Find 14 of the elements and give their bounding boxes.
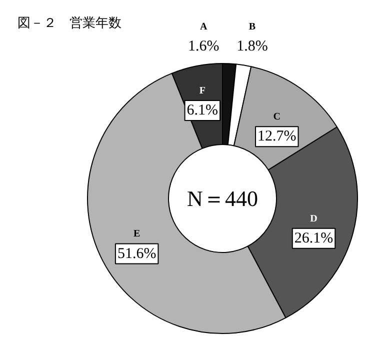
data-label: 26.1% [294, 230, 334, 246]
slice-label: C [273, 112, 281, 123]
data-label: 6.1% [186, 102, 218, 119]
chart-title: 図－２ 営業年数 [18, 16, 122, 31]
slice-label: D [310, 213, 318, 224]
slice-label: E [133, 228, 140, 240]
data-label: 12.7% [258, 128, 296, 145]
slice-label: B [248, 21, 256, 32]
slice-label: F [199, 85, 206, 96]
slice-label: A [200, 21, 208, 32]
data-label: 1.6% [188, 38, 220, 54]
text: N＝440 [187, 186, 258, 211]
data-label: 1.8% [236, 38, 268, 54]
data-label: 51.6% [117, 246, 156, 262]
